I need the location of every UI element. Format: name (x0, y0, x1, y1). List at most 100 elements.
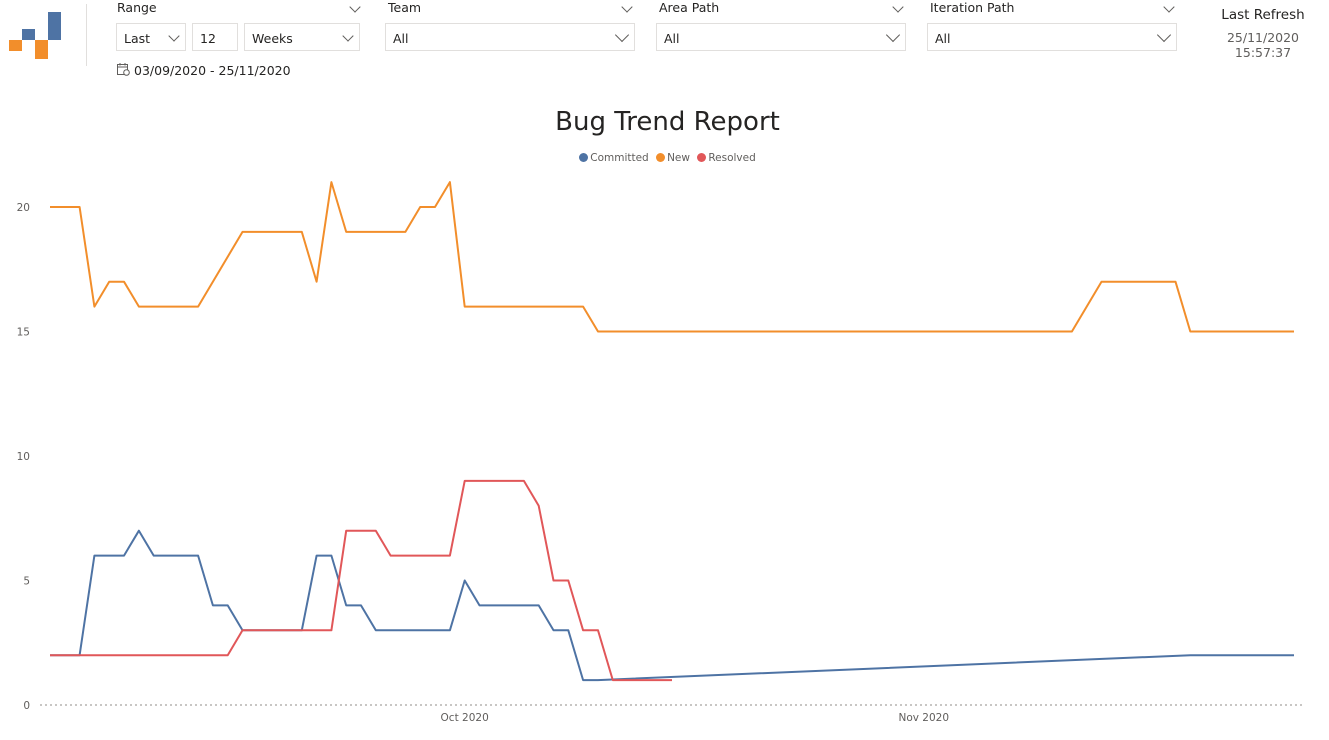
series-line-resolved[interactable] (50, 479, 672, 682)
data-point-new[interactable] (1099, 279, 1105, 285)
team-slicer-title: Team (388, 0, 422, 15)
data-point-committed[interactable] (328, 553, 334, 559)
area-path-slicer-title: Area Path (659, 0, 720, 15)
iteration-path-slicer: Iteration Path All (927, 0, 1177, 51)
data-point-new[interactable] (580, 304, 586, 310)
data-point-resolved[interactable] (328, 627, 334, 633)
legend-label-resolved: Resolved (708, 152, 756, 164)
data-point-committed[interactable] (151, 553, 157, 559)
data-point-new[interactable] (299, 229, 305, 235)
data-point-new[interactable] (417, 204, 423, 210)
data-point-committed[interactable] (462, 578, 468, 584)
data-point-committed[interactable] (225, 602, 231, 608)
data-point-committed[interactable] (595, 677, 601, 683)
range-slicer-header[interactable]: Range (117, 0, 361, 16)
data-point-committed[interactable] (565, 627, 571, 633)
area-path-slicer: Area Path All (656, 0, 906, 51)
series-line-new[interactable] (50, 181, 1294, 333)
data-point-resolved[interactable] (610, 677, 616, 683)
data-point-resolved[interactable] (595, 627, 601, 633)
data-point-committed[interactable] (580, 677, 586, 683)
series-line-committed[interactable] (50, 529, 1294, 682)
data-point-committed[interactable] (536, 602, 542, 608)
data-point-committed[interactable] (1187, 652, 1193, 658)
data-point-new[interactable] (1291, 329, 1297, 335)
data-point-new[interactable] (462, 304, 468, 310)
data-point-committed[interactable] (447, 627, 453, 633)
data-point-committed[interactable] (121, 553, 127, 559)
data-point-committed[interactable] (477, 602, 483, 608)
legend-item-resolved[interactable]: Resolved (697, 152, 756, 164)
data-point-new[interactable] (77, 204, 83, 210)
range-mode-dropdown[interactable]: Last (116, 23, 186, 51)
range-count-input[interactable]: 12 (192, 23, 238, 51)
data-point-resolved[interactable] (521, 478, 527, 484)
data-point-resolved[interactable] (462, 478, 468, 484)
data-point-new[interactable] (240, 229, 246, 235)
data-point-new[interactable] (314, 279, 320, 285)
data-point-new[interactable] (343, 229, 349, 235)
data-point-new[interactable] (328, 179, 334, 185)
last-refresh-value: 25/11/2020 15:57:37 (1226, 30, 1300, 60)
legend-item-committed[interactable]: Committed (579, 152, 649, 164)
range-mode-value: Last (124, 31, 151, 46)
data-point-committed[interactable] (136, 528, 142, 534)
y-tick-label: 5 (23, 576, 30, 588)
legend-label-new: New (667, 152, 690, 164)
area-path-dropdown[interactable]: All (656, 23, 906, 51)
data-point-new[interactable] (47, 204, 53, 210)
data-point-new[interactable] (402, 229, 408, 235)
data-point-new[interactable] (136, 304, 142, 310)
data-point-committed[interactable] (91, 553, 97, 559)
data-point-new[interactable] (195, 304, 201, 310)
legend-item-new[interactable]: New (656, 152, 690, 164)
data-point-new[interactable] (121, 279, 127, 285)
header-divider (86, 4, 87, 66)
range-slicer: Range Last 12 Weeks (116, 0, 361, 51)
iteration-path-slicer-header[interactable]: Iteration Path (930, 0, 1177, 16)
data-point-committed[interactable] (195, 553, 201, 559)
legend-marker-resolved (697, 153, 707, 162)
data-point-committed[interactable] (1291, 652, 1297, 658)
data-point-committed[interactable] (373, 627, 379, 633)
iteration-path-dropdown[interactable]: All (927, 23, 1177, 51)
data-point-committed[interactable] (551, 627, 557, 633)
data-point-new[interactable] (1069, 329, 1075, 335)
data-point-new[interactable] (91, 304, 97, 310)
data-point-resolved[interactable] (447, 553, 453, 559)
data-point-resolved[interactable] (388, 553, 394, 559)
range-unit-dropdown[interactable]: Weeks (244, 23, 360, 51)
team-slicer-header[interactable]: Team (388, 0, 635, 16)
data-point-committed[interactable] (358, 602, 364, 608)
data-point-resolved[interactable] (373, 528, 379, 534)
data-point-resolved[interactable] (580, 627, 586, 633)
data-point-resolved[interactable] (47, 652, 53, 658)
data-point-new[interactable] (432, 204, 438, 210)
data-point-resolved[interactable] (240, 627, 246, 633)
data-point-new[interactable] (595, 329, 601, 335)
data-point-new[interactable] (1173, 279, 1179, 285)
data-point-new[interactable] (447, 179, 453, 185)
data-point-resolved[interactable] (536, 503, 542, 509)
calendar-icon (117, 63, 130, 76)
data-point-committed[interactable] (210, 602, 216, 608)
data-point-resolved[interactable] (669, 677, 675, 683)
range-slicer-title: Range (117, 0, 157, 15)
legend-marker-committed (579, 153, 589, 162)
y-tick-label: 10 (17, 451, 30, 463)
data-point-resolved[interactable] (551, 578, 557, 584)
data-point-new[interactable] (1187, 329, 1193, 335)
data-point-resolved[interactable] (225, 652, 231, 658)
data-point-committed[interactable] (314, 553, 320, 559)
data-point-resolved[interactable] (343, 528, 349, 534)
range-count-value: 12 (200, 31, 216, 46)
chart-title: Bug Trend Report (555, 107, 780, 137)
data-point-new[interactable] (106, 279, 112, 285)
data-point-committed[interactable] (343, 602, 349, 608)
legend-marker-new (656, 153, 666, 162)
data-point-resolved[interactable] (565, 578, 571, 584)
last-refresh-label: Last Refresh (1221, 7, 1305, 23)
team-dropdown[interactable]: All (385, 23, 635, 51)
area-path-slicer-header[interactable]: Area Path (659, 0, 906, 16)
